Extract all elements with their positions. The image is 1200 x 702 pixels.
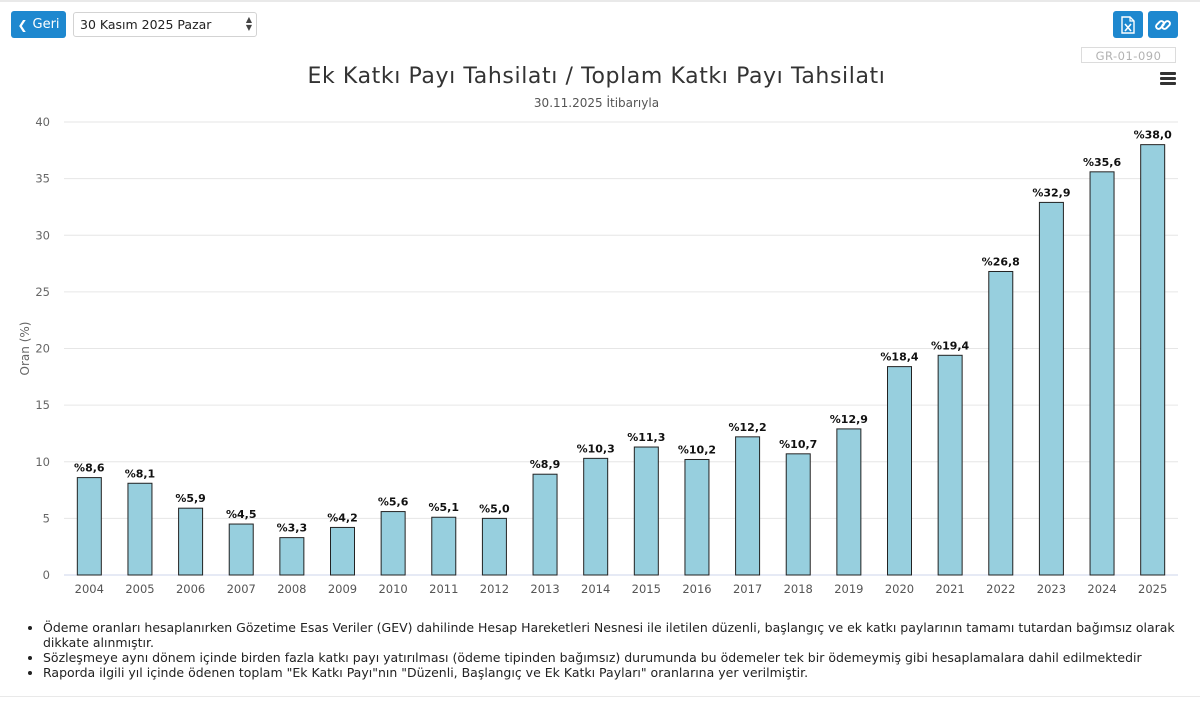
data-label: %12,9 — [830, 413, 868, 426]
bottom-border — [0, 696, 1200, 697]
footnotes: Ödeme oranları hesaplanırken Gözetime Es… — [23, 620, 1193, 680]
data-label: %32,9 — [1032, 186, 1070, 199]
x-tick-label: 2025 — [1138, 582, 1167, 596]
data-label: %12,2 — [729, 421, 767, 434]
report-code: GR-01-090 — [1081, 47, 1176, 63]
data-label: %8,6 — [74, 462, 105, 475]
bar-2011 — [431, 516, 457, 576]
data-label: %18,4 — [880, 351, 919, 364]
x-tick-label: 2024 — [1087, 582, 1116, 596]
bar-2013 — [532, 473, 558, 576]
y-tick-label: 20 — [35, 342, 50, 356]
x-tick-label: 2011 — [429, 582, 458, 596]
back-button[interactable]: ❮ Geri — [11, 11, 66, 38]
data-label: %11,3 — [627, 431, 665, 444]
data-label: %19,4 — [931, 339, 970, 352]
data-label: %5,0 — [479, 502, 510, 515]
chart-subtitle: 30.11.2025 İtibarıyla — [533, 96, 660, 110]
x-tick-label: 2022 — [986, 582, 1015, 596]
data-label: %26,8 — [982, 255, 1020, 268]
data-label: %4,2 — [327, 511, 358, 524]
footnote-item: Ödeme oranları hesaplanırken Gözetime Es… — [43, 620, 1193, 650]
footnote-item: Sözleşmeye aynı dönem içinde birden fazl… — [43, 650, 1193, 665]
x-tick-label: 2018 — [784, 582, 813, 596]
x-tick-label: 2010 — [378, 582, 407, 596]
bar-2019 — [836, 428, 862, 576]
bar-2006 — [178, 507, 204, 576]
data-label: %35,6 — [1083, 156, 1122, 169]
y-tick-label: 25 — [35, 285, 50, 299]
y-tick-label: 10 — [35, 455, 50, 469]
excel-export-button[interactable] — [1113, 11, 1143, 38]
x-tick-label: 2014 — [581, 582, 610, 596]
y-axis-label: Oran (%) — [18, 322, 32, 376]
bar-2010 — [380, 511, 406, 576]
bar-2007 — [228, 523, 254, 576]
chart-title: Ek Katkı Payı Tahsilatı / Toplam Katkı P… — [307, 64, 886, 89]
bar-2021 — [937, 354, 963, 576]
back-button-label: Geri — [32, 17, 60, 32]
bar-2009 — [330, 526, 355, 576]
bar-2024 — [1089, 171, 1115, 576]
data-label: %10,7 — [779, 438, 817, 451]
link-button[interactable] — [1148, 11, 1178, 38]
x-tick-label: 2016 — [682, 582, 711, 596]
x-tick-label: 2013 — [530, 582, 559, 596]
x-tick-label: 2021 — [935, 582, 964, 596]
bar-2022 — [988, 270, 1014, 576]
y-tick-label: 30 — [35, 228, 50, 242]
x-tick-label: 2007 — [227, 582, 256, 596]
excel-export-icon — [1121, 15, 1135, 34]
bar-2016 — [684, 458, 710, 576]
data-label: %5,9 — [175, 492, 206, 505]
data-label: %8,1 — [125, 467, 156, 480]
data-label: %4,5 — [226, 508, 257, 521]
data-label: %5,6 — [378, 496, 409, 509]
bar-2004 — [76, 477, 102, 576]
select-arrows-icon: ▲ ▼ — [245, 15, 252, 32]
link-icon — [1155, 19, 1171, 30]
date-select[interactable]: 30 Kasım 2025 Pazar ▲ ▼ — [73, 12, 257, 37]
x-tick-label: 2015 — [632, 582, 661, 596]
y-tick-label: 0 — [43, 568, 50, 582]
data-label: %5,1 — [429, 501, 460, 514]
top-border — [0, 0, 1200, 2]
bar-2012 — [481, 517, 507, 576]
bar-2018 — [785, 453, 811, 576]
x-tick-label: 2019 — [834, 582, 863, 596]
data-label: %38,0 — [1134, 129, 1173, 142]
date-select-value: 30 Kasım 2025 Pazar — [80, 17, 212, 32]
bar-2017 — [735, 436, 761, 576]
data-label: %3,3 — [277, 522, 308, 535]
x-tick-label: 2008 — [277, 582, 306, 596]
bar-2014 — [583, 457, 609, 576]
x-tick-label: 2020 — [885, 582, 914, 596]
y-tick-label: 5 — [43, 511, 50, 525]
bar-2008 — [279, 537, 305, 576]
x-tick-label: 2009 — [328, 582, 357, 596]
y-tick-label: 40 — [35, 115, 50, 129]
x-tick-label: 2023 — [1037, 582, 1066, 596]
x-tick-label: 2017 — [733, 582, 762, 596]
footnote-item: Raporda ilgili yıl içinde ödenen toplam … — [43, 665, 1193, 680]
x-tick-label: 2005 — [125, 582, 154, 596]
data-label: %10,2 — [678, 443, 716, 456]
chevron-left-icon: ❮ — [17, 17, 28, 32]
x-tick-label: 2012 — [480, 582, 509, 596]
hamburger-menu-icon[interactable] — [1160, 72, 1176, 85]
y-tick-label: 35 — [35, 172, 50, 186]
bar-2015 — [633, 446, 659, 576]
data-label: %8,9 — [530, 458, 561, 471]
y-tick-label: 15 — [35, 398, 50, 412]
x-tick-label: 2006 — [176, 582, 205, 596]
data-label: %10,3 — [577, 442, 615, 455]
bar-2025 — [1140, 144, 1166, 576]
bar-2023 — [1038, 201, 1064, 576]
bar-2005 — [127, 482, 153, 576]
x-tick-label: 2004 — [75, 582, 104, 596]
bar-2020 — [887, 366, 912, 576]
